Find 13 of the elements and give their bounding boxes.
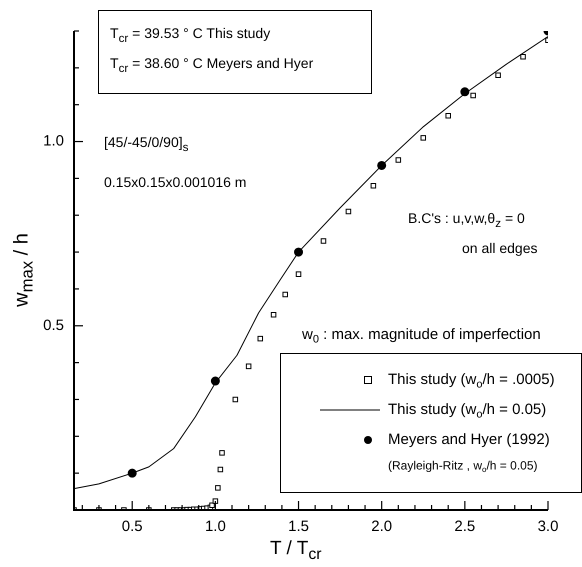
annotation: T$_{cr}$ = 38.60 ° C Meyers and Hyer — [110, 55, 314, 75]
annotation: T$_{cr}$ = 39.53 ° C This study — [110, 25, 270, 45]
x-tick-label: 1.0 — [204, 518, 226, 536]
x-tick-label: 3.0 — [538, 518, 558, 536]
annotation: 0.15x0.15x0.001016 m — [104, 174, 246, 190]
x-tick-label: 2.5 — [454, 518, 476, 536]
annotation: [45/-45/0/90]$_{s}$ — [104, 134, 188, 154]
x-axis-title: T / T$_{cr}$ — [270, 538, 322, 564]
x-tick-label: 1.5 — [288, 518, 309, 536]
annotation: B.C's : u,v,w,θ$_{z}$ = 0 — [408, 210, 525, 230]
x-tick-label: 0.5 — [122, 518, 143, 536]
x-tick-label: 2.0 — [371, 518, 392, 536]
annotation: on all edges — [462, 240, 538, 256]
